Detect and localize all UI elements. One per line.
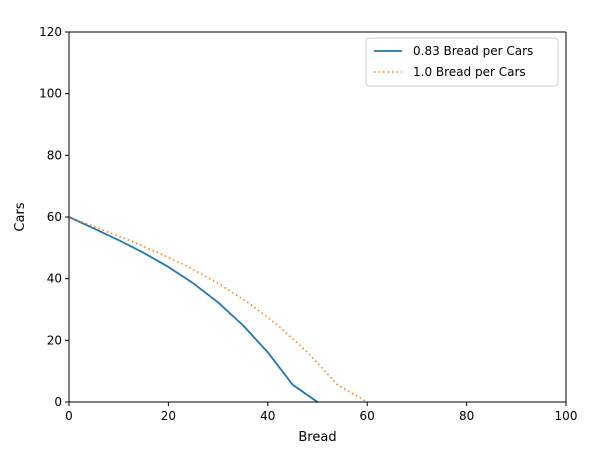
x-tick-label: 80 <box>459 409 474 423</box>
x-tick-label: 60 <box>360 409 375 423</box>
legend-label-2: 1.0 Bread per Cars <box>413 65 526 79</box>
series-layer <box>68 216 368 403</box>
y-tick-label: 100 <box>39 87 62 101</box>
y-axis-ticks: 0 20 40 60 80 100 120 <box>39 25 69 409</box>
legend: 0.83 Bread per Cars 1.0 Bread per Cars <box>365 37 559 87</box>
y-tick-label: 120 <box>39 25 62 39</box>
legend-box <box>365 37 559 87</box>
x-tick-label: 100 <box>555 409 578 423</box>
y-axis-label: Cars <box>13 202 28 231</box>
y-tick-label: 40 <box>47 272 62 286</box>
x-axis-ticks: 0 20 40 60 80 100 <box>65 402 577 423</box>
y-tick-label: 60 <box>47 210 62 224</box>
x-tick-label: 0 <box>65 409 73 423</box>
y-tick-label: 80 <box>47 148 62 162</box>
plot-area <box>69 32 566 402</box>
y-tick-label: 0 <box>54 395 62 409</box>
series-line-1 <box>68 216 319 403</box>
x-tick-label: 20 <box>161 409 176 423</box>
x-tick-label: 40 <box>260 409 275 423</box>
x-axis-label: Bread <box>298 430 336 445</box>
legend-label-1: 0.83 Bread per Cars <box>413 44 533 58</box>
y-tick-label: 20 <box>47 333 62 347</box>
series-line-2 <box>68 216 368 403</box>
